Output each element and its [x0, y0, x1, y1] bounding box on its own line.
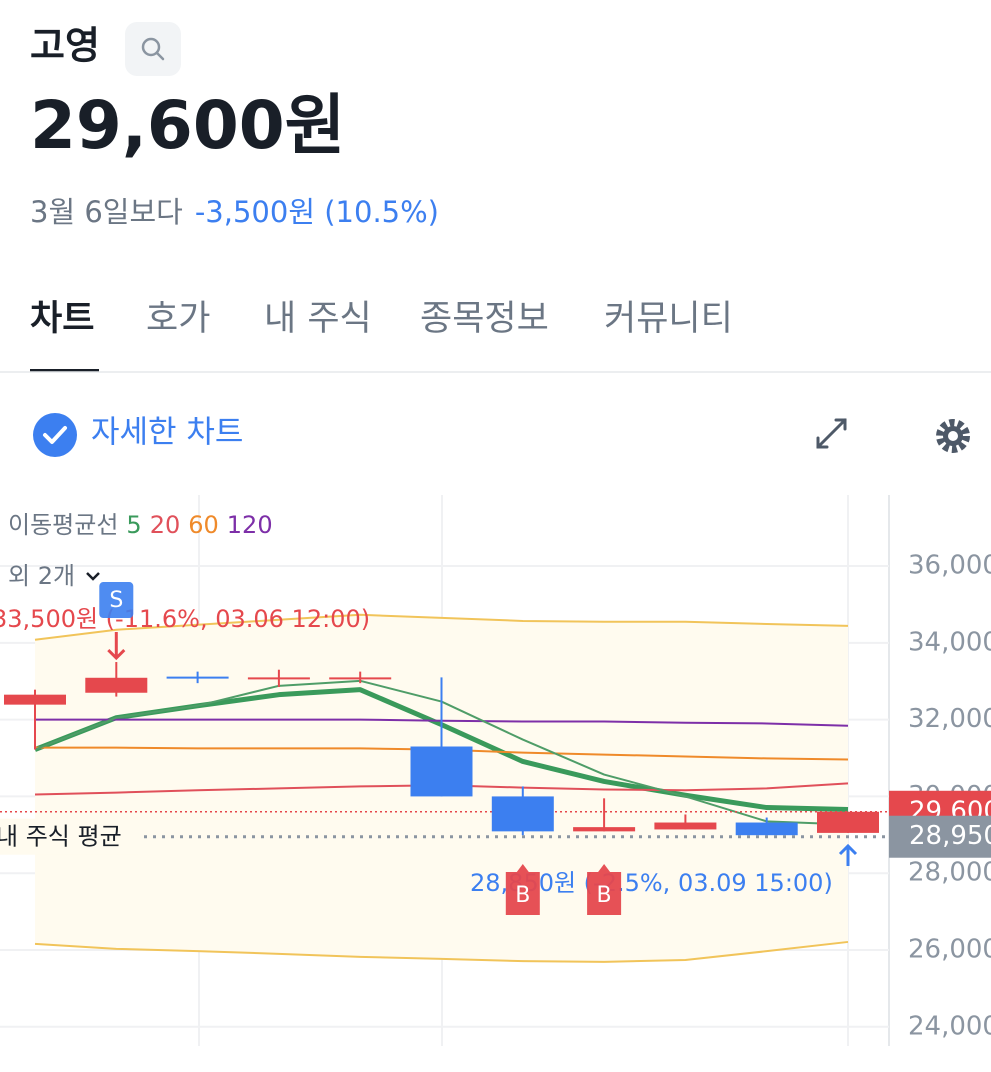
expand-button[interactable] [816, 418, 847, 449]
candle-body [329, 677, 392, 680]
candle-body [573, 827, 636, 832]
candle-body [166, 676, 229, 679]
legend-entry: 5 [126, 511, 141, 539]
marker-badge [587, 864, 622, 915]
y-tick-label: 34,000 [908, 627, 991, 657]
change: -3,500원 (10.5%) [195, 195, 439, 229]
candle-body [85, 677, 148, 693]
tab-indicator [30, 369, 99, 372]
candle-body [410, 746, 473, 797]
candle-body [654, 822, 717, 830]
band-upper [34, 613, 849, 641]
tab[interactable]: 커뮤니티 [604, 299, 733, 339]
price: 29,600원 [30, 87, 345, 164]
tab[interactable]: 내 주식 [264, 299, 372, 339]
legend-entry: 60 [188, 511, 219, 539]
tabs: 차트 호가 내 주식 종목정보 커뮤니티 [30, 299, 733, 372]
candle-body [817, 811, 879, 833]
candle-body [4, 694, 66, 705]
price-tag-label: 28,950 [909, 821, 991, 851]
change-base-text: 3월 6일보다 [30, 195, 183, 229]
marker-label: B [515, 883, 530, 908]
candle-body [247, 677, 310, 680]
stock-name: 고영 [30, 24, 100, 68]
marker-badge [99, 582, 134, 619]
legend: 이동평균선 5 20 60 120 [8, 511, 273, 539]
tab[interactable]: 차트 [30, 299, 94, 339]
y-tick-label: 28,000 [908, 858, 991, 888]
marker-note: 33,500원 (-11.6%, 03.06 12:00) [0, 605, 370, 633]
y-tick-label: 36,000 [908, 551, 991, 581]
settings-button[interactable] [936, 419, 970, 453]
avg-label-bg [0, 818, 138, 855]
chart-toggle-label: 자세한 차트 [91, 415, 243, 451]
legend-title: 이동평균선 [8, 511, 118, 539]
candle-body [491, 796, 554, 832]
legend-entry: 120 [227, 511, 273, 539]
y-tick-label: 32,000 [908, 704, 991, 734]
legend-entry: 20 [150, 511, 181, 539]
band-lower [34, 940, 849, 963]
change-base: 3월 6일보다 -3,500원 (10.5%) [30, 195, 439, 229]
tab[interactable]: 호가 [146, 299, 210, 339]
y-tick-label: 26,000 [908, 935, 991, 965]
tab[interactable]: 종목정보 [420, 299, 549, 339]
chart: 24,00026,00028,00030,00032,00034,00036,0… [0, 495, 991, 1046]
legend-more-chevron [86, 572, 100, 581]
chart-toggle[interactable]: 자세한 차트 [33, 413, 243, 457]
current-arrow [838, 843, 858, 866]
marker-arrow [107, 632, 126, 661]
legend-more[interactable]: 외 2개 [8, 562, 75, 590]
y-tick-label: 24,000 [908, 1011, 991, 1041]
marker-label: B [597, 883, 612, 908]
marker-label: S [109, 588, 123, 613]
search-button[interactable] [125, 22, 181, 76]
candle-body [735, 822, 798, 836]
price-tag [889, 815, 991, 858]
avg-label: 내 주식 평균 [0, 823, 122, 851]
marker-badge [505, 864, 540, 915]
